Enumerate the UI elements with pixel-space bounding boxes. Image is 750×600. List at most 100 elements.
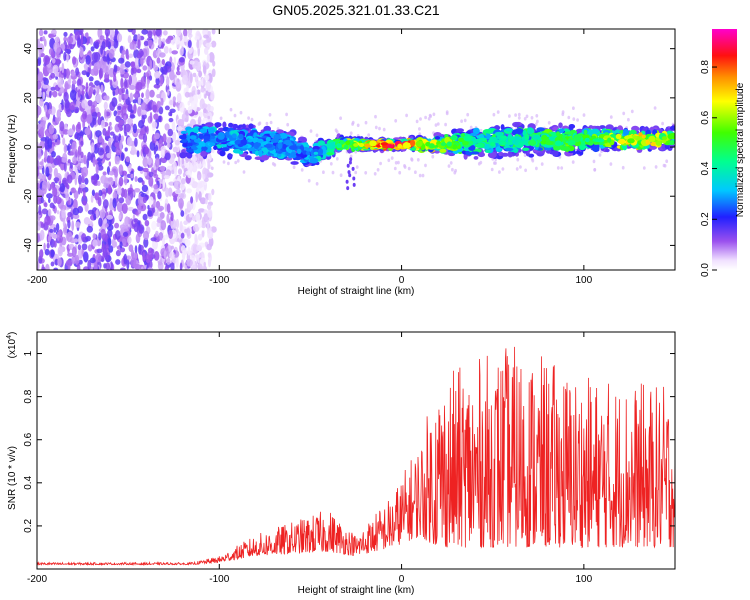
spectrogram-noise-blob: [67, 159, 71, 164]
spectrogram-faint-dot: [335, 157, 339, 161]
spectrogram-noise-blob: [168, 111, 172, 117]
spectrogram-faint-dot: [405, 113, 408, 118]
spectrogram-noise-blob: [153, 35, 158, 44]
spectrogram-faint-dot: [642, 166, 646, 170]
spectrogram-noise-blob: [121, 87, 125, 94]
spectrogram-noise-blob: [194, 103, 197, 113]
spectrogram-noise-blob: [84, 63, 88, 73]
spectrogram-noise-blob: [149, 75, 153, 81]
spectrogram-faint-dot: [250, 117, 254, 122]
spectrogram-noise-blob: [197, 233, 203, 241]
spectrogram-noise-blob: [128, 74, 132, 86]
spectrogram-noise-blob: [159, 165, 166, 172]
spectrogram-noise-blob: [66, 53, 69, 63]
spectrogram-faint-dot: [515, 167, 519, 171]
spectrogram-noise-blob: [100, 175, 107, 184]
spectrogram-signal-blob: [552, 149, 559, 157]
spectrogram-noise-blob: [143, 237, 149, 248]
spectrogram-noise-blob: [140, 109, 147, 115]
spectrogram-noise-blob: [161, 149, 165, 159]
spectrogram-noise-blob: [142, 48, 148, 58]
spectrogram-faint-dot: [498, 170, 501, 174]
spectrogram-tail-blob: [351, 166, 355, 171]
spectrogram-noise-blob: [155, 29, 162, 37]
spectrogram-faint-dot: [197, 160, 201, 164]
spectrogram-noise-blob: [192, 110, 199, 116]
spectrogram-noise-blob: [133, 222, 139, 233]
spectrogram-faint-dot: [181, 124, 185, 129]
spectrogram-noise-blob: [97, 196, 102, 207]
spectrogram-faint-dot: [387, 158, 391, 163]
spectrogram-noise-blob: [156, 57, 161, 64]
spectrogram-signal-blob: [228, 153, 233, 158]
spectrogram-noise-blob: [206, 203, 212, 210]
spectrogram-signal-blob: [397, 143, 403, 149]
spectrogram-faint-dot: [205, 110, 209, 114]
spectrogram-noise-blob: [179, 262, 183, 270]
spectrogram-noise-blob: [140, 102, 147, 111]
spectrogram-signal-blob: [258, 149, 263, 157]
spectrogram-signal-blob: [432, 139, 437, 145]
spectrogram-noise-blob: [153, 84, 161, 89]
spectrogram-noise-blob: [77, 131, 85, 137]
spectrogram-signal-blob: [448, 152, 456, 157]
spectrogram-faint-dot: [367, 133, 371, 137]
spectrogram-noise-blob: [103, 101, 108, 111]
spectrogram-noise-blob: [198, 70, 203, 78]
spectrogram-faint-dot: [185, 159, 189, 163]
spectrogram-faint-dot: [451, 167, 454, 172]
spectrogram-noise-blob: [64, 223, 68, 234]
spectrogram-signal-blob: [468, 140, 473, 144]
spectrogram-noise-blob: [196, 171, 202, 181]
spectrogram-noise-blob: [114, 135, 119, 143]
spectrogram-noise-blob: [53, 240, 57, 248]
spectrogram-noise-blob: [81, 90, 85, 96]
spectrogram-faint-dot: [571, 160, 575, 164]
spectrogram-noise-blob: [134, 245, 138, 254]
spectrogram-noise-blob: [53, 267, 59, 270]
spectrogram-noise-blob: [57, 77, 64, 88]
spectrogram-noise-blob: [126, 259, 130, 270]
spectrogram-noise-blob: [59, 121, 65, 132]
spectrogram-noise-blob: [105, 145, 110, 155]
spectrogram-noise-blob: [94, 80, 100, 86]
snr-multiplier: (x104): [6, 332, 18, 359]
spectrogram-noise-blob: [118, 197, 125, 204]
spectrogram-noise-blob: [167, 89, 170, 96]
spectrogram-signal-blob: [471, 151, 480, 155]
spectrogram-faint-dot: [517, 116, 521, 120]
spectrogram-x-tick-label: 100: [576, 275, 593, 286]
spectrogram-faint-dot: [665, 159, 669, 163]
spectrogram-noise-blob: [123, 115, 127, 125]
spectrogram-y-axis-label: Frequency (Hz): [7, 115, 18, 184]
spectrogram-signal-blob: [473, 156, 479, 160]
spectrogram-noise-blob: [122, 238, 127, 247]
spectrogram-faint-dot: [501, 167, 505, 171]
spectrogram-signal-blob: [669, 125, 675, 131]
spectrogram-noise-blob: [176, 237, 183, 243]
spectrogram-faint-dot: [364, 120, 368, 125]
spectrogram-faint-dot: [268, 113, 272, 117]
spectrogram-signal-blob: [495, 146, 502, 152]
spectrogram-noise-blob: [48, 124, 55, 135]
spectrogram-noise-blob: [113, 207, 117, 212]
spectrogram-faint-dot: [195, 153, 199, 158]
spectrogram-noise-blob: [75, 100, 81, 107]
spectrogram-noise-blob: [51, 58, 56, 64]
spectrogram-tail-blob: [346, 186, 350, 191]
spectrogram-signal-blob: [239, 124, 247, 129]
spectrogram-noise-blob: [168, 117, 174, 123]
spectrogram-noise-blob: [103, 95, 110, 101]
spectrogram-noise-blob: [142, 65, 148, 71]
spectrogram-noise-blob: [207, 30, 211, 37]
spectrogram-faint-dot: [394, 119, 398, 123]
spectrogram-noise-blob: [64, 99, 70, 109]
spectrogram-signal-blob: [214, 122, 222, 128]
spectrogram-signal-blob: [336, 143, 342, 149]
spectrogram-noise-blob: [121, 105, 127, 116]
spectrogram-noise-blob: [164, 123, 170, 131]
spectrogram-noise-blob: [37, 150, 42, 160]
spectrogram-noise-blob: [114, 29, 118, 38]
spectrogram-noise-blob: [144, 72, 150, 77]
spectrogram-noise-blob: [91, 189, 95, 197]
